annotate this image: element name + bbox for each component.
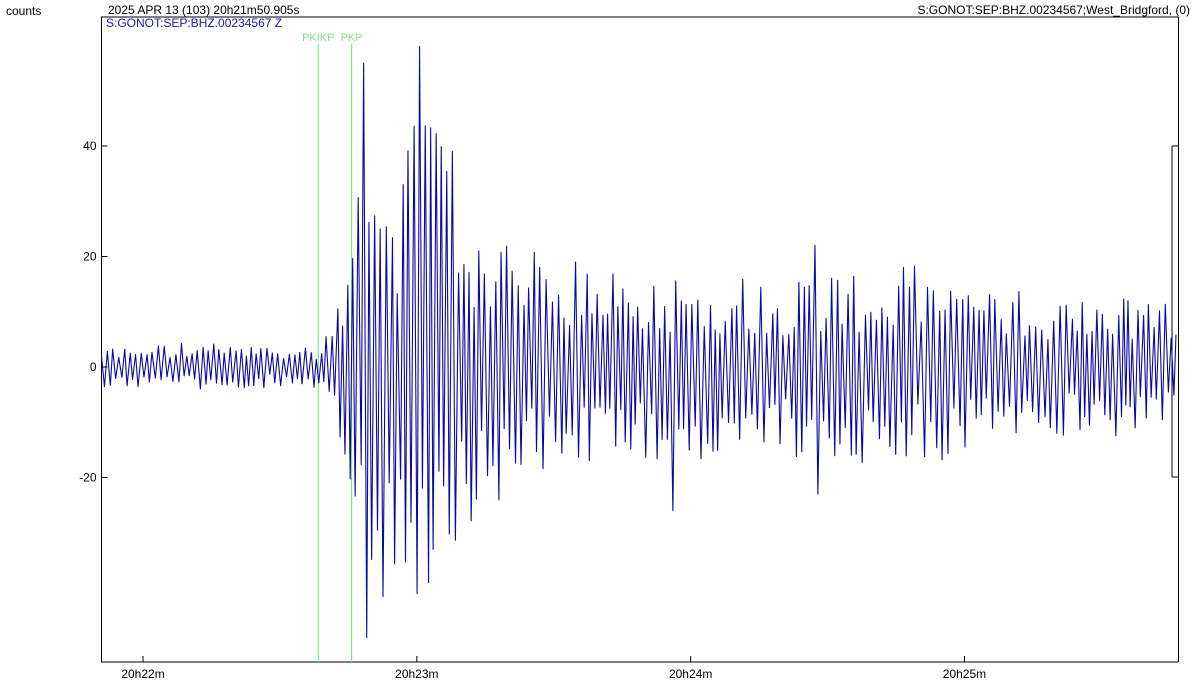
phase-label: PKIKP xyxy=(302,32,334,44)
phase-label: PKP xyxy=(341,32,363,44)
x-tick-label: 20h22m xyxy=(121,667,164,681)
trace-group xyxy=(100,46,1177,639)
y-tick-label: -20 xyxy=(79,471,97,485)
trace-label: S:GONOT:SEP:BHZ.00234567 Z xyxy=(106,16,282,30)
x-tick-label: 20h25m xyxy=(943,667,986,681)
y-axis-ticks: -20 0 20 40 xyxy=(79,139,108,485)
station-header: S:GONOT:SEP:BHZ.00234567;West_Bridgford,… xyxy=(917,3,1190,17)
x-axis-ticks: 20h22m 20h23m 20h24m 20h25m xyxy=(121,656,986,681)
y-tick-label: 0 xyxy=(90,360,97,374)
datetime-header: 2025 APR 13 (103) 20h21m50.905s xyxy=(108,3,299,17)
x-tick-label: 20h24m xyxy=(669,667,712,681)
right-tick-bracket xyxy=(1171,145,1178,478)
y-units-label: counts xyxy=(6,4,41,18)
seismic-trace-line xyxy=(100,46,1177,639)
y-tick-label: 20 xyxy=(83,250,97,264)
y-tick-label: 40 xyxy=(83,139,97,153)
x-tick-label: 20h23m xyxy=(395,667,438,681)
